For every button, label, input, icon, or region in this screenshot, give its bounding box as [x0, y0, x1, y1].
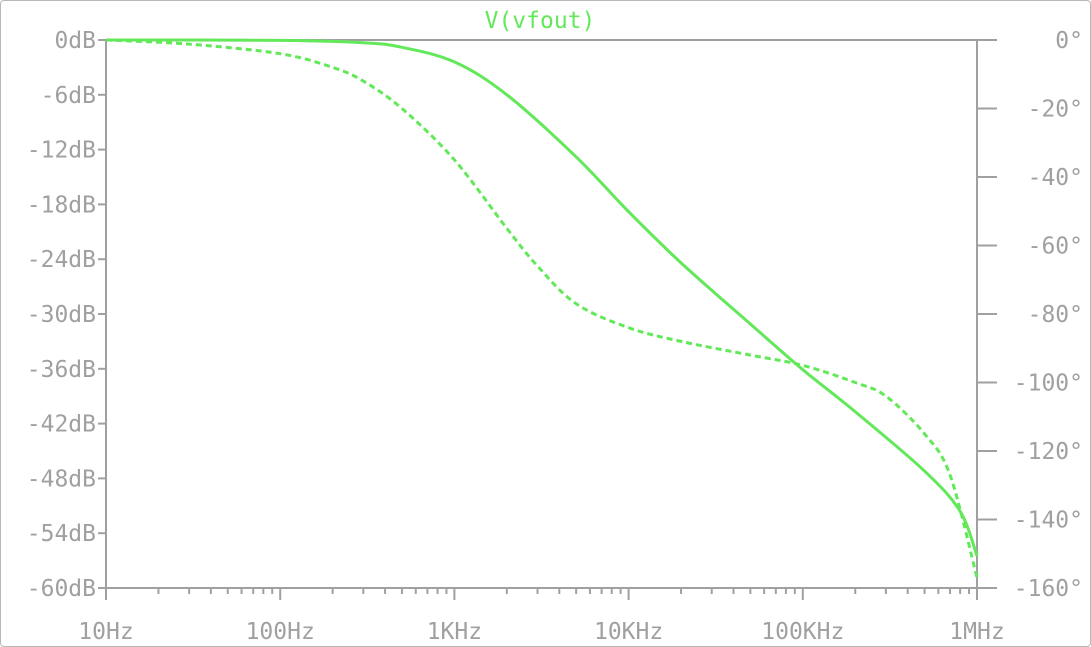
y-left-tick-label: -6dB [41, 83, 96, 109]
x-tick-label: 1KHz [427, 619, 482, 645]
y-right-tick-label: 0° [1055, 28, 1083, 54]
y-left-tick-label: 0dB [54, 28, 96, 54]
y-left-tick-label: -12dB [27, 138, 96, 164]
magnitude-series-line [105, 38, 979, 557]
y-right-tick-label: -120° [1014, 439, 1083, 465]
x-tick-label: 100KHz [761, 619, 844, 645]
y-right-tick-label: -100° [1014, 371, 1083, 397]
chart-title: V(vfout) [485, 8, 596, 34]
y-left-tick-label: -48dB [27, 466, 96, 492]
phase-series-line [105, 38, 979, 579]
y-left-tick-label: -60dB [27, 576, 96, 602]
plot-area-border [105, 39, 978, 589]
x-tick-label: 10KHz [594, 619, 663, 645]
y-right-tick-label: -160° [1014, 576, 1083, 602]
y-right-tick-label: -60° [1028, 234, 1083, 260]
y-left-tick-label: -54dB [27, 521, 96, 547]
x-tick-label: 1MHz [949, 619, 1004, 645]
y-right-tick-label: -140° [1014, 508, 1083, 534]
x-tick-label: 10Hz [78, 619, 133, 645]
y-right-tick-label: -80° [1028, 302, 1083, 328]
y-left-tick-label: -42dB [27, 412, 96, 438]
y-right-tick-label: -40° [1028, 165, 1083, 191]
y-right-tick-label: -20° [1028, 97, 1083, 123]
y-left-tick-label: -24dB [27, 247, 96, 273]
x-tick-label: 100Hz [246, 619, 315, 645]
y-left-tick-label: -30dB [27, 302, 96, 328]
y-left-tick-label: -18dB [27, 192, 96, 218]
y-left-tick-label: -36dB [27, 357, 96, 383]
